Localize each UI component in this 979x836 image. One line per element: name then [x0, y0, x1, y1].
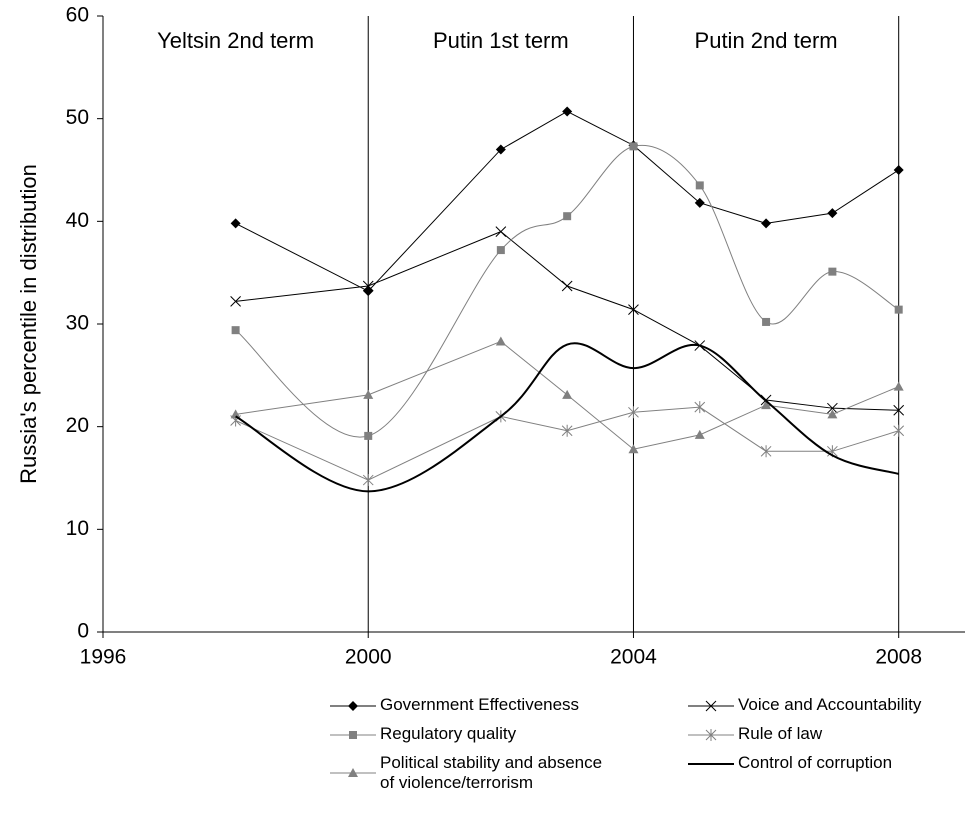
legend-item: Voice and Accountability [688, 695, 922, 714]
marker [893, 424, 905, 437]
marker [349, 731, 357, 739]
series-line [235, 110, 899, 292]
legend-item: Political stability and absence of viole… [330, 753, 603, 792]
legend-label-box: Voice and Accountability [738, 695, 922, 714]
marker [348, 701, 358, 711]
marker [694, 197, 705, 208]
marker [761, 400, 772, 410]
marker [495, 144, 506, 155]
period-label: Putin 1st term [433, 28, 569, 53]
marker [230, 409, 241, 419]
y-axis-label: Russia's percentile in distribution [16, 164, 41, 484]
legend-label: Political stability and absence of viole… [380, 753, 603, 792]
marker [893, 404, 905, 416]
marker [562, 106, 573, 117]
period-label: Yeltsin 2nd term [157, 28, 314, 53]
marker [760, 445, 772, 458]
series-line [235, 144, 899, 438]
marker [827, 402, 838, 414]
marker [828, 267, 837, 276]
marker [893, 381, 904, 391]
series-line [235, 231, 899, 411]
series-line [235, 406, 899, 481]
marker [495, 226, 507, 237]
marker [563, 212, 572, 221]
x-tick-label: 2000 [345, 646, 392, 669]
period-label: Putin 2nd term [695, 28, 838, 53]
legend-label: Voice and Accountability [738, 695, 922, 714]
y-tick-label: 40 [66, 209, 89, 232]
marker [231, 326, 240, 335]
marker [495, 336, 506, 346]
marker [827, 409, 838, 419]
marker [893, 165, 904, 175]
series-line [235, 342, 899, 493]
marker [894, 305, 903, 314]
x-tick-label: 2008 [875, 646, 922, 669]
marker [562, 389, 573, 399]
marker [695, 181, 704, 190]
y-tick-label: 20 [66, 414, 89, 437]
legend-item: Government Effectiveness [330, 695, 580, 714]
legend-item: Rule of law [688, 724, 823, 743]
y-tick-label: 60 [66, 4, 89, 27]
y-tick-label: 0 [77, 620, 89, 643]
marker [705, 700, 717, 712]
marker [230, 218, 241, 229]
legend-label-box: Political stability and absence of viole… [380, 753, 603, 792]
x-tick-label: 1996 [80, 646, 127, 669]
y-tick-label: 10 [66, 517, 89, 540]
legend-label: Regulatory quality [380, 724, 517, 743]
marker [628, 444, 639, 454]
legend-label-box: Government Effectiveness [380, 695, 580, 714]
marker [761, 218, 772, 229]
marker [362, 474, 374, 487]
marker [348, 768, 358, 777]
legend-label-box: Control of corruption [738, 753, 893, 772]
marker [694, 401, 706, 414]
marker [628, 304, 639, 315]
marker [827, 208, 838, 219]
marker [694, 429, 705, 439]
marker [561, 424, 573, 437]
legend-item: Control of corruption [688, 753, 893, 772]
legend-label: Government Effectiveness [380, 695, 580, 714]
marker [364, 431, 373, 440]
legend-label: Rule of law [738, 724, 823, 743]
y-tick-label: 50 [66, 106, 89, 129]
legend-label: Control of corruption [738, 753, 893, 772]
legend-label-box: Regulatory quality [380, 724, 517, 743]
marker [762, 317, 771, 326]
marker [230, 296, 241, 307]
marker [363, 389, 374, 399]
legend-item: Regulatory quality [330, 724, 517, 743]
marker [496, 246, 505, 255]
marker [561, 280, 573, 292]
legend-label-box: Rule of law [738, 724, 823, 743]
marker [628, 406, 639, 419]
x-tick-label: 2004 [610, 646, 657, 669]
marker [705, 729, 717, 741]
marker [629, 142, 638, 151]
marker [362, 280, 374, 292]
y-tick-label: 30 [66, 312, 89, 335]
